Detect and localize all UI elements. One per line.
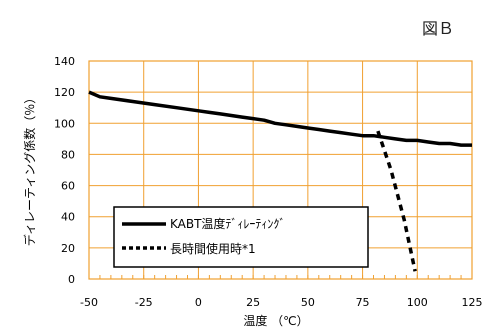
x-axis-title: 温度 （℃）	[243, 313, 308, 328]
y-tick-label: 140	[54, 55, 75, 68]
x-tick-label: 25	[246, 296, 260, 309]
x-axis-ticks: -50 -25 0 25 50 75 100 125	[80, 296, 482, 309]
series-line-1	[88, 90, 472, 147]
legend: KABT温度ﾃﾞｨﾚｰﾃｨﾝｸﾞ 長時間使用時*1	[113, 206, 369, 268]
plot-frame	[88, 60, 473, 280]
y-axis-ticks: 0 20 40 60 80 100 120 140	[54, 55, 75, 286]
x-tick-label: -25	[135, 296, 153, 309]
figure-label: 図Ｂ	[422, 19, 454, 38]
y-tick-label: 0	[68, 273, 75, 286]
y-tick-label: 40	[61, 211, 75, 224]
legend-box	[113, 206, 369, 268]
y-tick-label: 100	[54, 117, 75, 130]
y-tick-label: 80	[61, 148, 75, 161]
series-line-2	[376, 130, 417, 272]
legend-label-solid: KABT温度ﾃﾞｨﾚｰﾃｨﾝｸﾞ	[170, 216, 285, 231]
plot-border	[88, 60, 473, 280]
x-tick-label: -50	[80, 296, 98, 309]
y-tick-label: 120	[54, 86, 75, 99]
x-tick-label: 0	[195, 296, 202, 309]
y-tick-label: 60	[61, 180, 75, 193]
x-tick-label: 100	[407, 296, 428, 309]
x-tick-label: 75	[356, 296, 370, 309]
legend-label-dashed: 長時間使用時*1	[170, 241, 256, 256]
x-tick-label: 125	[462, 296, 483, 309]
y-tick-label: 20	[61, 242, 75, 255]
series-group	[88, 90, 472, 272]
y-axis-title: ディレーティング係数（％）	[22, 92, 37, 246]
x-tick-label: 50	[301, 296, 315, 309]
